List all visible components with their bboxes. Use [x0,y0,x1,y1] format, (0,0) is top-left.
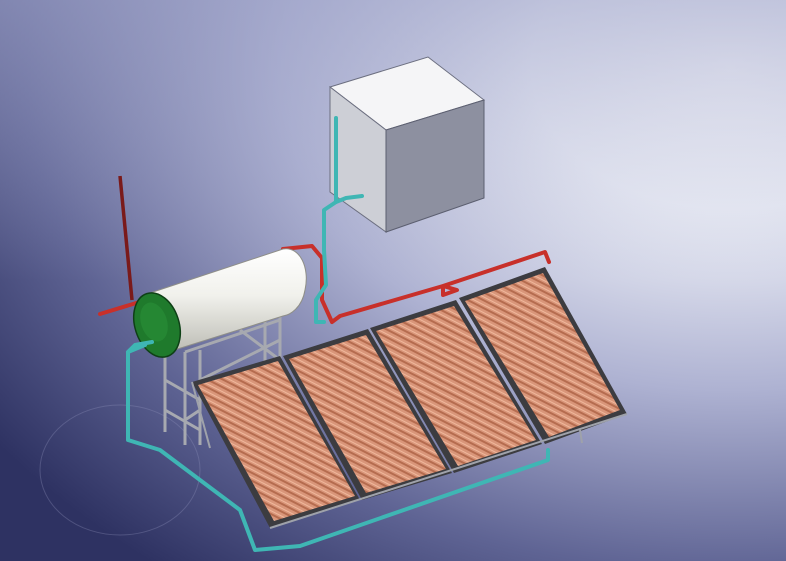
storage-tank [132,248,307,358]
solar-panel-4 [459,267,627,444]
tank-stand [163,315,282,445]
solar-panel-1 [192,356,360,528]
solar-panel-3 [370,300,542,473]
reservoir-box [328,56,486,233]
solar-panel-2 [283,329,452,500]
vent-pipe [118,175,134,301]
cold-water-pipe-upper [314,116,364,324]
background-glow [39,404,201,536]
panel-mount-rail [191,381,628,529]
cold-water-pipe-lower [126,340,550,552]
